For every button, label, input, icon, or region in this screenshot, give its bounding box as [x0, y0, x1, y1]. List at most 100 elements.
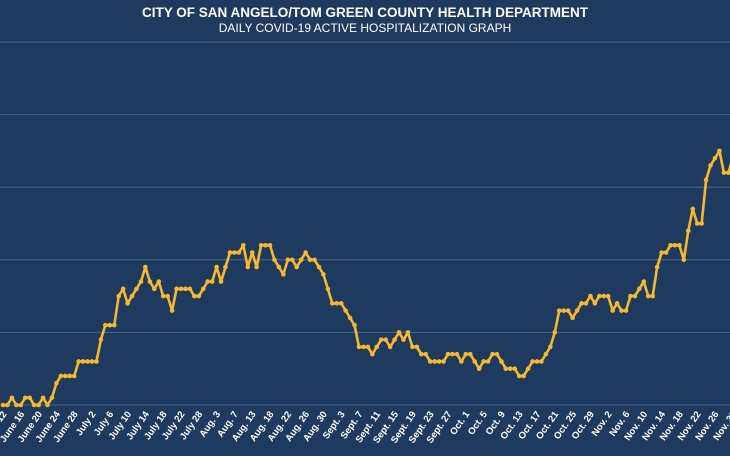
data-point	[107, 322, 113, 328]
data-point	[343, 308, 348, 313]
data-point	[436, 359, 442, 364]
data-point	[623, 308, 629, 313]
data-point	[686, 228, 691, 234]
data-point	[699, 221, 704, 226]
data-point	[165, 293, 170, 299]
data-point	[610, 308, 615, 313]
data-point	[245, 264, 251, 270]
data-point	[401, 337, 406, 342]
data-point	[694, 221, 700, 226]
data-point	[619, 308, 624, 313]
data-point	[525, 366, 531, 372]
data-point	[40, 395, 46, 401]
data-point	[58, 373, 64, 379]
data-point	[459, 359, 464, 364]
data-point	[49, 395, 55, 401]
data-point	[597, 293, 602, 299]
data-point	[160, 293, 166, 299]
data-point	[36, 402, 41, 408]
data-point	[579, 301, 584, 306]
data-point	[365, 344, 371, 350]
data-point	[561, 308, 566, 313]
data-point	[374, 344, 380, 350]
data-point	[387, 344, 393, 350]
data-point	[414, 344, 420, 350]
data-point	[325, 286, 331, 292]
data-point	[321, 272, 326, 277]
data-point	[392, 337, 397, 342]
data-point	[654, 264, 660, 270]
data-point	[298, 257, 304, 263]
data-point	[512, 366, 518, 372]
data-point	[370, 351, 375, 357]
data-point	[330, 301, 335, 306]
data-point	[632, 293, 638, 299]
data-point	[628, 293, 633, 299]
data-point	[423, 351, 429, 357]
data-point	[583, 301, 589, 306]
data-point	[120, 286, 126, 292]
data-line	[3, 149, 730, 407]
data-point	[383, 337, 389, 342]
data-point	[521, 373, 526, 379]
data-point	[463, 351, 469, 357]
data-point	[63, 373, 68, 379]
data-point	[552, 330, 558, 335]
data-point	[5, 402, 10, 408]
data-point	[241, 242, 246, 248]
data-point	[378, 337, 384, 342]
data-point	[214, 264, 219, 270]
data-point	[27, 395, 32, 401]
data-point	[419, 351, 424, 357]
data-point	[76, 359, 81, 364]
data-point	[147, 279, 153, 284]
data-point	[98, 337, 104, 342]
data-point	[574, 308, 580, 313]
data-point	[294, 264, 300, 270]
data-point	[454, 351, 460, 357]
data-point	[588, 293, 593, 299]
data-point	[285, 257, 291, 263]
data-point	[641, 279, 647, 284]
data-point	[218, 279, 224, 284]
data-point	[129, 293, 135, 299]
chart-subtitle: DAILY COVID-19 ACTIVE HOSPITALIZATION GR…	[219, 21, 512, 35]
data-point	[22, 395, 28, 401]
data-point	[539, 359, 544, 364]
data-point	[134, 286, 139, 292]
data-point	[272, 257, 277, 263]
data-point	[18, 402, 24, 408]
data-point	[334, 301, 340, 306]
data-point	[690, 206, 696, 212]
data-point	[31, 402, 37, 408]
data-point	[361, 344, 366, 350]
chart-title: CITY OF SAN ANGELO/TOM GREEN COUNTY HEAL…	[142, 5, 589, 20]
data-point	[307, 257, 313, 263]
data-point	[125, 301, 130, 306]
data-point	[205, 279, 210, 284]
data-point	[178, 286, 184, 292]
data-point	[14, 402, 19, 408]
data-point	[103, 322, 108, 328]
data-point	[570, 315, 575, 321]
data-point	[490, 351, 495, 357]
data-point	[232, 250, 237, 255]
data-point	[196, 293, 202, 299]
data-point	[183, 286, 188, 292]
data-point	[303, 250, 308, 255]
data-point	[263, 242, 268, 248]
data-point	[281, 272, 286, 277]
data-point	[565, 308, 571, 313]
data-point	[254, 264, 259, 270]
data-point	[708, 163, 713, 168]
data-point	[192, 293, 197, 299]
data-point	[89, 359, 95, 364]
data-point	[187, 286, 193, 292]
data-point	[356, 344, 362, 350]
data-point	[556, 308, 562, 313]
data-point	[712, 155, 718, 161]
data-point	[450, 351, 455, 357]
data-point	[209, 279, 215, 284]
data-point	[410, 344, 415, 350]
